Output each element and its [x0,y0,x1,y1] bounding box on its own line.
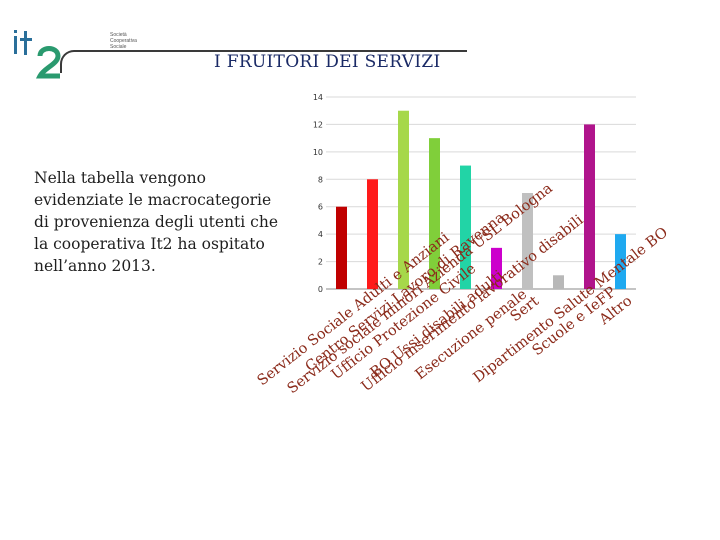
bar [584,124,595,289]
y-tick-label: 0 [318,285,323,294]
bar [398,110,409,289]
title-rule [60,50,467,73]
bar [553,275,564,289]
logo-text: Società Cooperativa Sociale [110,32,137,50]
page-title: I FRUITORI DEI SERVIZI [214,52,441,72]
y-tick-label: 10 [313,148,323,157]
logo: Società Cooperativa Sociale [10,28,137,80]
bar [615,234,626,289]
bar [429,138,440,289]
y-tick-label: 2 [318,258,323,267]
bar [460,165,471,289]
y-tick-label: 6 [318,203,323,212]
bar [336,206,347,289]
bar [522,193,533,289]
it2-logo-icon [14,30,61,79]
y-tick-label: 8 [318,175,323,184]
bar [491,247,502,289]
description-text: Nella tabella vengono evidenziate le mac… [34,169,279,275]
bar [367,179,378,289]
y-tick-label: 12 [313,120,323,129]
y-tick-label: 4 [318,230,323,239]
y-tick-label: 14 [313,93,323,102]
